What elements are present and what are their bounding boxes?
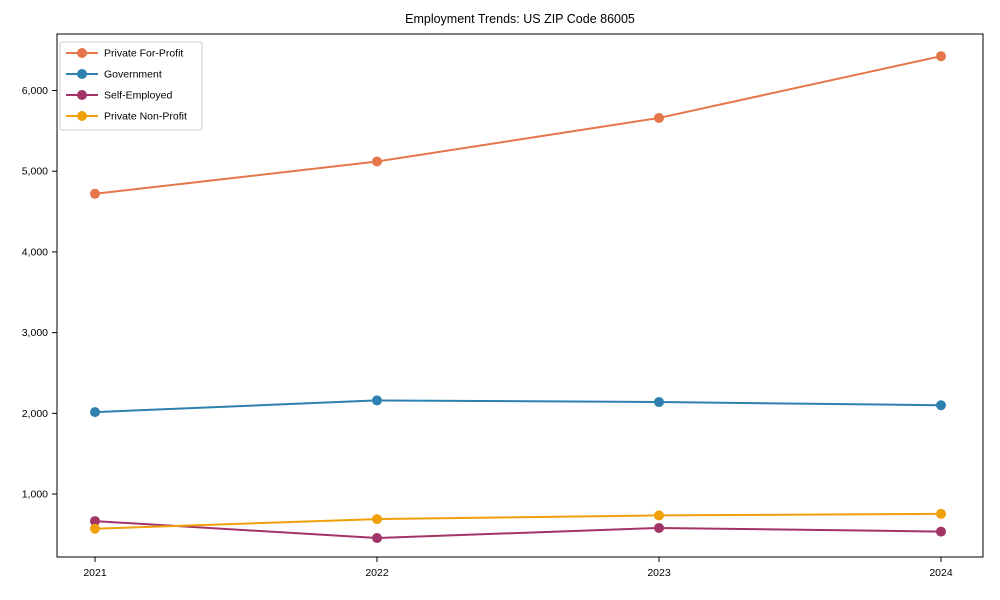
data-point-self-employed [90, 516, 100, 527]
legend-label-private-for-profit: Private For-Profit [104, 48, 183, 60]
x-tick-label: 2023 [647, 567, 671, 579]
data-point-private-for-profit [654, 112, 664, 123]
data-point-private-for-profit [372, 156, 382, 167]
legend-marker-icon [77, 90, 87, 100]
legend-label-self-employed: Self-Employed [104, 90, 172, 102]
data-point-government [654, 397, 664, 408]
y-tick-label: 2,000 [22, 408, 48, 420]
y-tick-label: 6,000 [22, 85, 48, 97]
legend-label-government: Government [104, 69, 162, 81]
series-line-government [94, 399, 942, 414]
data-point-government [372, 395, 382, 406]
data-point-private-non-profit [936, 508, 946, 519]
legend-label-private-non-profit: Private Non-Profit [104, 111, 187, 123]
data-point-government [90, 407, 100, 418]
data-point-private-non-profit [90, 523, 100, 534]
data-point-government [936, 400, 946, 411]
data-point-private-non-profit [654, 510, 664, 521]
series-line-private-for-profit [94, 55, 942, 195]
data-point-private-non-profit [372, 514, 382, 525]
y-tick-label: 5,000 [22, 166, 48, 178]
x-tick-label: 2022 [365, 567, 389, 579]
data-point-private-for-profit [936, 51, 946, 62]
data-point-self-employed [654, 522, 664, 533]
data-point-self-employed [372, 533, 382, 544]
chart-title: Employment Trends: US ZIP Code 86005 [405, 12, 635, 26]
legend-marker-icon [77, 48, 87, 58]
y-tick-label: 4,000 [22, 246, 48, 258]
legend-box [59, 41, 203, 131]
legend-marker-icon [77, 69, 87, 79]
series-line-private-non-profit [94, 512, 942, 530]
data-point-self-employed [936, 526, 946, 537]
x-tick-label: 2024 [929, 567, 953, 579]
data-point-private-for-profit [90, 188, 100, 199]
x-tick-label: 2021 [83, 567, 107, 579]
y-tick-label: 3,000 [22, 327, 48, 339]
y-tick-label: 1,000 [22, 489, 48, 501]
plot-frame [56, 33, 984, 558]
series-line-self-employed [94, 520, 942, 540]
legend-marker-icon [77, 111, 87, 121]
